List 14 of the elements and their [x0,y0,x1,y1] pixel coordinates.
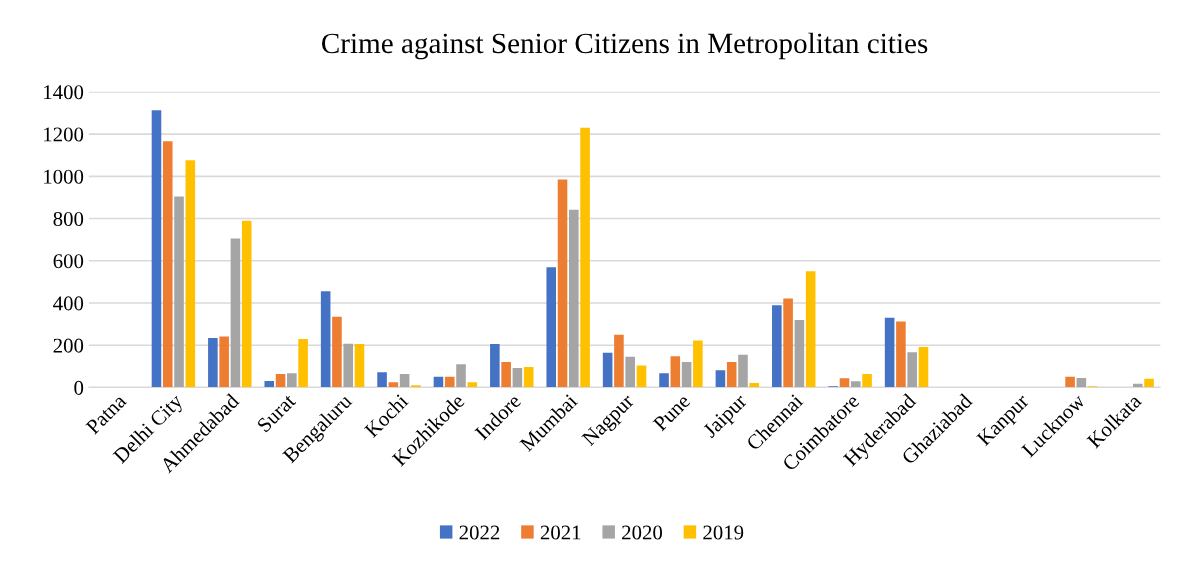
y-tick-label: 600 [53,254,84,269]
legend-label: 2021 [540,525,581,540]
y-tick-label: 1200 [44,127,84,142]
chart-title: Crime against Senior Citizens in Metropolitan cities [321,32,928,60]
y-tick-label: 0 [74,380,84,395]
legend-label: 2022 [459,525,500,540]
y-tick-label: 800 [53,211,84,226]
y-tick-label: 200 [53,338,84,353]
x-tick-label: Pune [652,393,691,432]
legend-label: 2020 [622,525,663,540]
y-tick-label: 400 [53,296,84,311]
legend-label: 2019 [703,525,744,540]
y-tick-label: 1400 [44,85,84,100]
y-tick-label: 1000 [44,169,84,184]
